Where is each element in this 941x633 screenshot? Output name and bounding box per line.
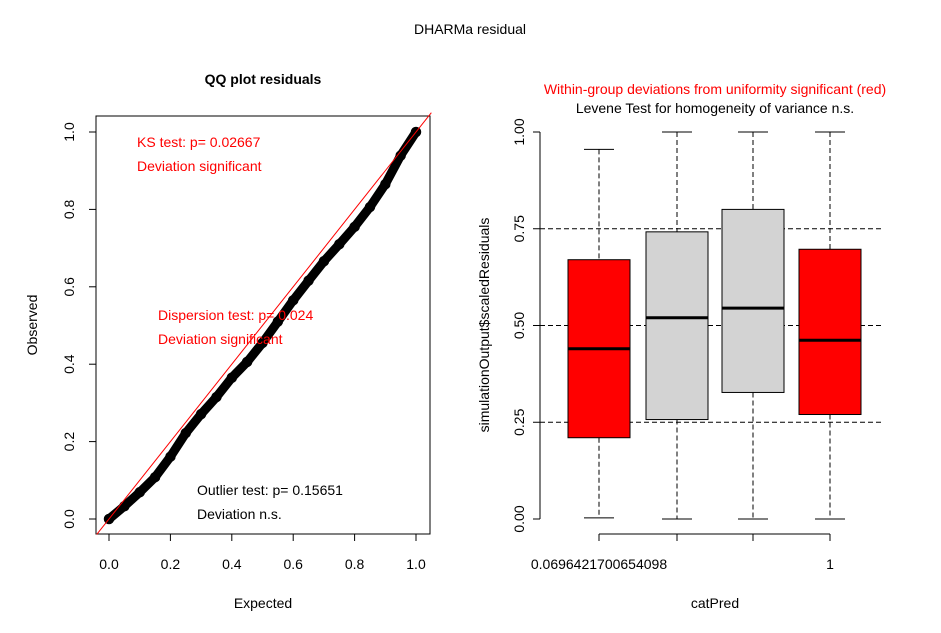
boxplot-y-tick-label: 0.75 bbox=[511, 215, 527, 242]
boxplot-subtitle: Levene Test for homogeneity of variance … bbox=[576, 100, 854, 116]
boxplot-x-tick-label: 1 bbox=[826, 556, 834, 572]
boxplot-axes: 0.00 0.25 0.50 0.75 1.00 0.0696421700654098 1 bbox=[511, 118, 834, 572]
qq-point bbox=[349, 221, 360, 233]
qq-point bbox=[303, 275, 314, 286]
qq-annotations: KS test: p= 0.02667 Deviation significant… bbox=[137, 134, 343, 522]
qq-point bbox=[180, 427, 191, 439]
box-body bbox=[645, 231, 709, 421]
qq-point bbox=[103, 513, 115, 525]
qq-point bbox=[241, 356, 253, 368]
qq-point bbox=[119, 500, 130, 512]
qq-point bbox=[211, 391, 222, 403]
qq-plot-title: QQ plot residuals bbox=[205, 71, 322, 87]
qq-point bbox=[287, 295, 299, 306]
qq-annotation-line: Deviation significant bbox=[137, 158, 262, 174]
qq-x-tick-label: 1.0 bbox=[406, 556, 426, 572]
qq-y-tick-label: 0.0 bbox=[61, 509, 77, 529]
qq-point bbox=[226, 372, 238, 383]
qq-point bbox=[195, 408, 207, 420]
boxplot-y-tick-label: 1.00 bbox=[511, 118, 527, 145]
figure-title: DHARMa residual bbox=[414, 21, 526, 37]
qq-annotation-line: Deviation significant bbox=[158, 331, 283, 347]
qq-x-tick-label: 0.0 bbox=[99, 556, 119, 572]
qq-point bbox=[134, 487, 145, 498]
box-body bbox=[798, 248, 862, 416]
qq-x-tick-label: 0.4 bbox=[222, 556, 242, 572]
boxplot-x-tick-label: 0.0696421700654098 bbox=[531, 556, 667, 572]
qq-y-tick-label: 0.2 bbox=[61, 432, 77, 452]
qq-y-tick-label: 1.0 bbox=[61, 122, 77, 142]
boxplot-box-3 bbox=[721, 131, 785, 520]
qq-x-label: Expected bbox=[234, 595, 292, 611]
qq-annotation-line: KS test: p= 0.02667 bbox=[137, 134, 261, 150]
qq-point bbox=[410, 126, 422, 138]
qq-annotation-line: Dispersion test: p= 0.024 bbox=[158, 307, 313, 323]
qq-point bbox=[272, 316, 284, 327]
boxplot-box-2 bbox=[645, 131, 709, 520]
boxplot-title: Within-group deviations from uniformity … bbox=[544, 81, 886, 97]
qq-point bbox=[318, 256, 330, 267]
boxplot-box-4 bbox=[798, 131, 862, 520]
boxplot-y-tick-label: 0.00 bbox=[511, 505, 527, 532]
qq-x-tick-label: 0.8 bbox=[345, 556, 365, 572]
boxplot-y-label: simulationOutput$scaledResiduals bbox=[476, 218, 492, 433]
boxplot-panel: Within-group deviations from uniformity … bbox=[476, 81, 886, 611]
qq-annotation-line: Outlier test: p= 0.15651 bbox=[197, 482, 343, 498]
box-body bbox=[721, 208, 785, 393]
qq-annotation-line: Deviation n.s. bbox=[197, 506, 282, 522]
qq-point bbox=[334, 238, 345, 250]
qq-y-tick-label: 0.6 bbox=[61, 277, 77, 297]
qq-x-tick-label: 0.6 bbox=[283, 556, 303, 572]
qq-y-tick-label: 0.8 bbox=[61, 199, 77, 219]
qq-plot-panel: QQ plot residuals 0.0 0.2 0.4 0.6 0.8 1.00.00… bbox=[24, 71, 432, 611]
qq-point bbox=[149, 471, 161, 483]
qq-point bbox=[165, 451, 176, 462]
qq-points bbox=[103, 126, 422, 525]
qq-point bbox=[364, 201, 376, 213]
boxplot-y-tick-label: 0.50 bbox=[511, 312, 527, 339]
qq-point bbox=[380, 178, 391, 190]
qq-residual-trace bbox=[104, 127, 421, 524]
boxplot-box-1 bbox=[567, 148, 631, 519]
qq-y-label: Observed bbox=[24, 295, 40, 356]
qq-reference-line bbox=[96, 112, 432, 535]
qq-x-tick-label: 0.2 bbox=[161, 556, 181, 572]
boxplot-x-label: catPred bbox=[691, 595, 739, 611]
qq-axes: 0.0 0.2 0.4 0.6 0.8 1.0 0.0 0.2 0.4 0.6 0.8 1.0 bbox=[61, 122, 426, 572]
qq-y-tick-label: 0.4 bbox=[61, 354, 77, 374]
boxplot-y-tick-label: 0.25 bbox=[511, 408, 527, 435]
boxplot-boxes bbox=[567, 131, 862, 520]
qq-point bbox=[257, 337, 268, 349]
